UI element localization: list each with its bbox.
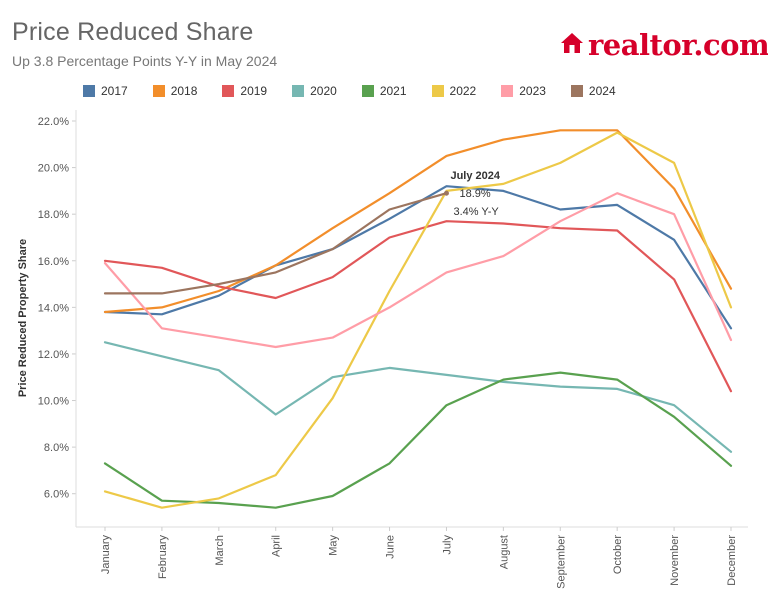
y-tick-label: 16.0% (38, 256, 69, 268)
legend-swatch (83, 85, 95, 97)
legend-swatch (152, 85, 165, 97)
legend-label: 2022 (449, 84, 477, 98)
y-tick-label: 8.0% (44, 442, 69, 454)
series-line-2018 (103, 129, 733, 314)
y-tick-label: 14.0% (38, 302, 69, 314)
legend: 2017 2018 2019 2020 2021 2022 2023 2024 (83, 84, 641, 98)
legend-label: 2023 (519, 84, 546, 98)
legend-item-2021: 2021 (361, 84, 407, 98)
x-tick-label: June (385, 535, 397, 559)
logo-text: realtor.com (588, 28, 768, 62)
y-axis-label: Price Reduced Property Share (17, 239, 29, 397)
legend-swatch (292, 85, 305, 97)
legend-swatch (570, 85, 583, 97)
series-line-2023 (103, 192, 733, 349)
y-tick-label: 18.0% (38, 209, 69, 221)
x-tick-label: December (726, 535, 738, 586)
legend-item-2018: 2018 (152, 84, 198, 98)
house-icon (560, 31, 584, 60)
realtor-logo: realtor.com (560, 28, 768, 62)
series-line-2017 (103, 185, 733, 330)
legend-swatch (361, 85, 374, 97)
legend-item-2019: 2019 (222, 84, 267, 98)
x-tick-label: May (328, 535, 340, 556)
x-tick-label: April (271, 535, 283, 557)
series-line-2019 (103, 220, 733, 393)
series-line-2020 (103, 341, 733, 453)
y-tick-label: 12.0% (38, 349, 69, 361)
annotation-value: 18.9% (459, 188, 490, 200)
y-tick-label: 10.0% (38, 396, 69, 408)
x-tick-label: July (441, 535, 453, 555)
legend-item-2020: 2020 (292, 84, 337, 98)
legend-swatch (222, 85, 235, 97)
legend-item-2022: 2022 (431, 84, 477, 98)
legend-item-2017: 2017 (83, 84, 128, 98)
legend-item-2024: 2024 (570, 84, 616, 98)
annotation-marker (443, 190, 449, 196)
legend-item-2023: 2023 (501, 84, 546, 98)
y-tick-label: 22.0% (38, 116, 69, 128)
x-axis: January February March April May June July Augu… (100, 527, 738, 589)
series-line-2021 (103, 371, 733, 509)
series-line-2024 (103, 192, 448, 295)
x-tick-label: February (157, 535, 169, 580)
series-line-2022 (103, 131, 733, 509)
x-tick-label: September (555, 535, 567, 589)
legend-label: 2017 (101, 84, 128, 98)
x-tick-label: August (498, 535, 510, 569)
x-tick-label: October (612, 535, 624, 574)
series-lines (103, 129, 733, 509)
chart-subtitle: Up 3.8 Percentage Points Y-Y in May 2024 (12, 53, 278, 69)
y-tick-label: 20.0% (38, 163, 69, 175)
legend-swatch (501, 85, 514, 97)
legend-label: 2020 (310, 84, 337, 98)
x-tick-label: March (214, 535, 226, 566)
legend-swatch (431, 85, 444, 97)
legend-label: 2018 (170, 84, 198, 98)
y-tick-label: 6.0% (44, 489, 69, 501)
legend-label: 2021 (379, 84, 407, 98)
annotation-title: July 2024 (450, 170, 500, 182)
legend-label: 2019 (240, 84, 268, 98)
y-axis: 6.0% 8.0% 10.0% 12.0% 14.0% 16.0% 18.0% 20.0% 22… (38, 116, 76, 501)
x-tick-label: November (669, 535, 681, 586)
chart-title: Price Reduced Share (12, 18, 254, 46)
annotation: July 2024 18.9% 3.4% Y-Y (443, 170, 501, 218)
x-tick-label: January (100, 535, 112, 575)
annotation-change: 3.4% Y-Y (453, 206, 499, 218)
legend-label: 2024 (588, 84, 616, 98)
